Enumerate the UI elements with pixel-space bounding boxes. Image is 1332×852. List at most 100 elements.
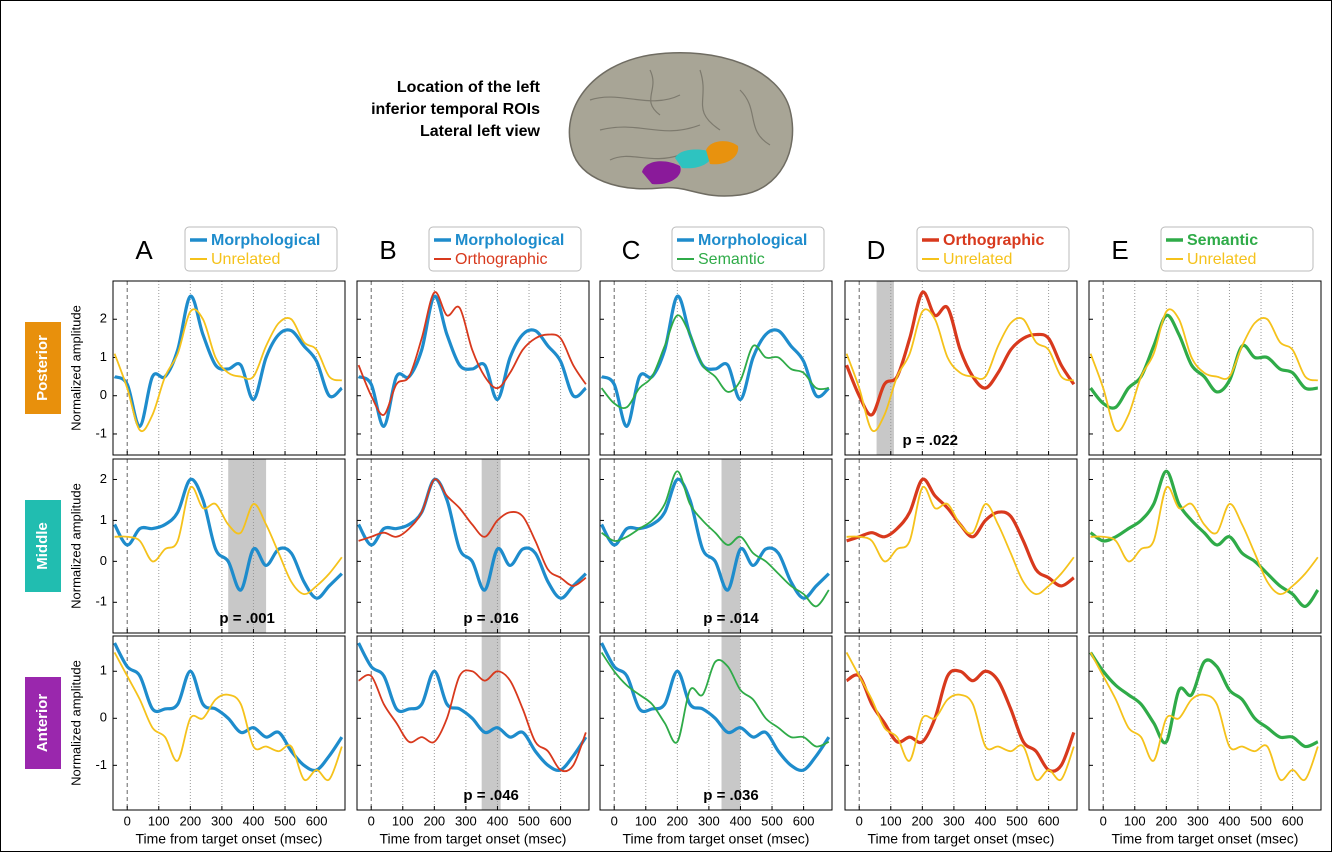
x-tick-label: 300 <box>455 813 477 828</box>
series-line <box>113 652 343 782</box>
plot-frame <box>599 635 833 811</box>
significance-shade <box>228 459 267 633</box>
y-tick-label: 2 <box>100 471 107 486</box>
series-line <box>846 485 1075 596</box>
series-line <box>601 470 830 608</box>
series-line <box>1089 652 1319 782</box>
x-tick-label: 400 <box>487 813 509 828</box>
plot-frame <box>599 458 833 634</box>
legend-label: Unrelated <box>211 251 280 268</box>
row-label: Anterior <box>34 694 51 753</box>
series-line <box>1090 485 1319 596</box>
series-line <box>845 308 1075 433</box>
x-tick-label: 500 <box>1006 813 1028 828</box>
legend-label: Semantic <box>1187 232 1258 249</box>
panel-letter: B <box>379 235 396 265</box>
series-line <box>113 642 344 773</box>
x-tick-label: 100 <box>392 813 414 828</box>
x-tick-label: 500 <box>518 813 540 828</box>
legend-box <box>184 226 338 272</box>
y-axis-label: Normalized amplitude <box>68 483 83 609</box>
series-line <box>600 314 829 410</box>
panel-letter: D <box>867 235 886 265</box>
x-tick-label: 500 <box>274 813 296 828</box>
y-tick-label: 2 <box>100 311 107 326</box>
plot-area <box>1089 281 1321 455</box>
series-line <box>357 294 587 428</box>
plot-area <box>600 459 832 633</box>
x-tick-label: 300 <box>698 813 720 828</box>
plot-area <box>845 636 1077 810</box>
legend-label: Morphological <box>211 232 320 249</box>
row-label: Posterior <box>34 335 51 401</box>
series-line <box>358 669 587 773</box>
series-line <box>357 642 588 773</box>
y-tick-label: -1 <box>95 425 107 440</box>
x-tick-label: 100 <box>635 813 657 828</box>
x-tick-label: 200 <box>911 813 933 828</box>
x-axis-label: Time from target onset (msec) <box>1112 831 1299 847</box>
roi-anterior <box>642 161 681 185</box>
plot-frame <box>844 280 1078 456</box>
x-tick-label: 600 <box>550 813 572 828</box>
y-tick-label: -1 <box>95 594 107 609</box>
plot-frame <box>356 635 590 811</box>
series-line <box>1089 651 1319 749</box>
y-axis-label: Normalized amplitude <box>68 660 83 786</box>
p-value: p = .016 <box>463 610 518 627</box>
x-axis-label: Time from target onset (msec) <box>623 831 810 847</box>
plot-frame <box>599 280 833 456</box>
series-line <box>600 294 830 428</box>
legend-box <box>428 226 582 272</box>
brain-surface <box>568 52 794 197</box>
y-tick-label: 0 <box>100 710 107 725</box>
brain-caption: Location of the left <box>397 79 541 96</box>
x-tick-label: 0 <box>856 813 863 828</box>
plot-frame <box>112 635 346 811</box>
plot-area <box>600 636 832 810</box>
x-tick-label: 400 <box>1219 813 1241 828</box>
y-tick-label: -1 <box>95 757 107 772</box>
series-line <box>845 668 1076 773</box>
legend-label: Orthographic <box>943 232 1044 249</box>
brain <box>568 52 794 197</box>
x-tick-label: 500 <box>761 813 783 828</box>
brain-texture <box>589 69 771 161</box>
x-axis-label: Time from target onset (msec) <box>868 831 1055 847</box>
x-tick-label: 100 <box>148 813 170 828</box>
x-tick-label: 300 <box>943 813 965 828</box>
brain-caption: Lateral left view <box>420 123 541 140</box>
significance-shade <box>876 281 894 455</box>
p-value: p = .046 <box>463 787 518 804</box>
legend-label: Unrelated <box>1187 251 1256 268</box>
legend-label: Unrelated <box>943 251 1012 268</box>
x-tick-label: 200 <box>1155 813 1177 828</box>
roi-posterior <box>706 141 739 165</box>
x-tick-label: 100 <box>880 813 902 828</box>
plot-area <box>1089 459 1321 633</box>
legend-box <box>671 226 825 272</box>
y-tick-label: 1 <box>100 349 107 364</box>
x-tick-label: 0 <box>368 813 375 828</box>
series-line <box>113 294 343 428</box>
row-label-box <box>25 322 61 414</box>
x-tick-label: 500 <box>1250 813 1272 828</box>
x-tick-label: 100 <box>1124 813 1146 828</box>
plot-frame <box>844 635 1078 811</box>
p-value: p = .001 <box>219 610 274 627</box>
series-line <box>1089 469 1320 608</box>
x-tick-label: 600 <box>1282 813 1304 828</box>
y-tick-label: 1 <box>100 663 107 678</box>
legend-label: Morphological <box>455 232 564 249</box>
p-value: p = .022 <box>903 432 958 449</box>
series-line <box>357 477 587 600</box>
legend-label: Semantic <box>698 251 765 268</box>
row-label-box <box>25 500 61 592</box>
series-line <box>114 485 343 596</box>
x-axis-label: Time from target onset (msec) <box>380 831 567 847</box>
legend-box <box>916 226 1070 272</box>
x-tick-label: 600 <box>306 813 328 828</box>
panel-letter: C <box>622 235 641 265</box>
plot-area <box>1089 636 1321 810</box>
